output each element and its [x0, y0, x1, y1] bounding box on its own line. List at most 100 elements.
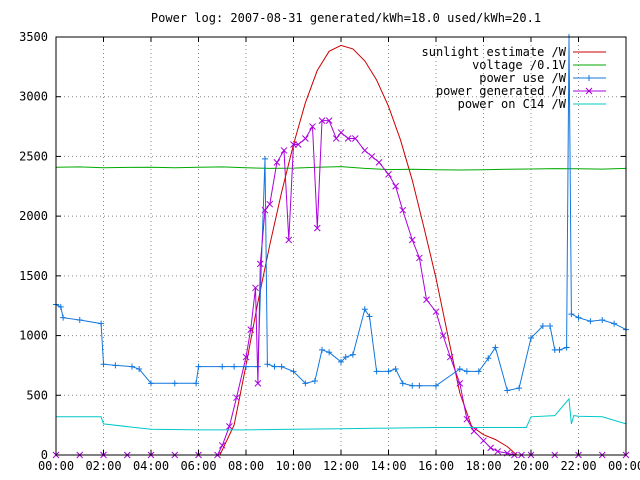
y-tick-label: 3500: [19, 30, 48, 44]
data-point: [416, 254, 423, 262]
data-point: [351, 135, 359, 142]
data-point: [344, 135, 352, 142]
data-point: [349, 351, 356, 358]
data-point: [563, 344, 570, 351]
series-line: [219, 44, 518, 456]
y-tick-label: 1000: [19, 329, 48, 343]
data-point: [480, 437, 487, 445]
data-point: [342, 354, 349, 361]
x-tick-label: 08:00: [228, 459, 264, 473]
data-point: [392, 182, 399, 190]
data-point: [264, 361, 271, 368]
data-point: [475, 368, 482, 375]
data-point: [485, 355, 492, 362]
data-point: [280, 147, 288, 154]
chart-title: Power log: 2007-08-31 generated/kWh=18.0…: [151, 11, 541, 25]
series-4: [56, 397, 627, 431]
data-point: [136, 366, 143, 373]
y-tick-label: 3000: [19, 90, 48, 104]
data-point: [408, 236, 416, 244]
x-tick-label: 18:00: [465, 459, 501, 473]
y-tick-label: 500: [26, 388, 48, 402]
data-point: [326, 349, 333, 356]
data-point: [337, 129, 345, 136]
data-point: [528, 334, 534, 341]
series-line: [56, 120, 626, 456]
data-point: [302, 135, 309, 142]
data-point: [361, 306, 368, 313]
data-point: [494, 448, 502, 455]
data-point: [129, 363, 135, 370]
data-point: [361, 147, 369, 154]
data-point: [271, 363, 278, 370]
x-tick-label: 22:00: [560, 459, 596, 473]
data-point: [311, 377, 318, 384]
x-tick-label: 20:00: [513, 459, 549, 473]
data-point: [587, 318, 594, 325]
data-point: [392, 366, 399, 373]
x-tick-label: 04:00: [133, 459, 169, 473]
x-tick-label: 00:00: [38, 459, 74, 473]
x-tick-label: 16:00: [418, 459, 454, 473]
data-point: [262, 155, 268, 162]
y-tick-label: 1500: [19, 269, 48, 283]
data-point: [492, 344, 499, 351]
data-point: [456, 366, 463, 373]
data-point: [60, 314, 67, 321]
data-point: [456, 379, 464, 387]
data-point: [568, 311, 575, 318]
data-point: [231, 363, 238, 370]
data-point: [261, 206, 269, 214]
data-point: [313, 224, 321, 232]
data-point: [338, 358, 344, 365]
legend-marker: [585, 87, 593, 95]
data-point: [539, 323, 546, 330]
data-point: [266, 200, 274, 208]
data-point: [294, 141, 302, 148]
data-point: [256, 260, 264, 268]
data-point: [278, 363, 285, 370]
legend-marker: [586, 75, 592, 81]
data-point: [325, 117, 333, 124]
data-point: [385, 170, 392, 178]
x-tick-label: 00:00: [608, 459, 640, 473]
legend-label: power on C14 /W: [458, 97, 567, 111]
data-point: [171, 380, 178, 387]
data-point: [218, 442, 226, 449]
x-tick-label: 12:00: [323, 459, 359, 473]
data-point: [273, 159, 281, 166]
data-point: [247, 326, 255, 333]
data-point: [463, 415, 471, 423]
data-point: [290, 141, 297, 148]
data-point: [556, 346, 563, 353]
x-tick-label: 10:00: [275, 459, 311, 473]
series-3: [52, 117, 630, 459]
data-point: [416, 382, 423, 389]
data-point: [611, 320, 618, 327]
data-point: [98, 320, 105, 327]
data-point: [332, 135, 340, 142]
data-point: [219, 363, 226, 370]
data-point: [463, 368, 470, 375]
data-point: [504, 387, 511, 394]
series-line: [55, 36, 627, 392]
data-point: [409, 382, 416, 389]
data-point: [399, 380, 406, 387]
data-point: [599, 317, 606, 324]
y-tick-label: 0: [41, 448, 48, 462]
data-point: [375, 159, 383, 166]
data-point: [112, 362, 119, 369]
y-tick-label: 2000: [19, 209, 48, 223]
data-point: [309, 123, 316, 130]
legend-label: power generated /W: [436, 84, 567, 98]
data-point: [399, 206, 407, 214]
data-point: [254, 379, 262, 387]
data-point: [366, 313, 373, 320]
data-point: [423, 296, 430, 304]
data-point: [242, 353, 250, 361]
series-1: [55, 166, 627, 171]
x-tick-label: 14:00: [370, 459, 406, 473]
data-point: [439, 332, 447, 339]
x-tick-label: 02:00: [85, 459, 121, 473]
